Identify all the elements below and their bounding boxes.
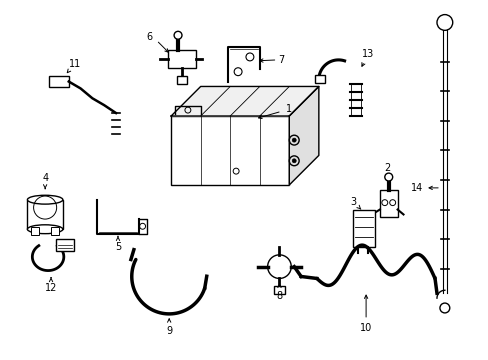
- Text: 9: 9: [166, 326, 172, 336]
- Polygon shape: [289, 86, 318, 185]
- Bar: [31, 227, 39, 235]
- Bar: [350, 108, 361, 116]
- Text: 10: 10: [359, 323, 371, 333]
- Text: 13: 13: [361, 49, 373, 59]
- Polygon shape: [171, 86, 318, 116]
- Circle shape: [292, 159, 296, 163]
- Bar: [352, 210, 374, 247]
- Bar: [350, 93, 361, 100]
- Text: 11: 11: [68, 59, 81, 69]
- Bar: [51, 227, 59, 235]
- Bar: [177, 76, 186, 84]
- Text: 5: 5: [115, 242, 121, 252]
- Text: 7: 7: [278, 55, 284, 65]
- Ellipse shape: [27, 195, 63, 204]
- Circle shape: [384, 173, 392, 181]
- Ellipse shape: [27, 225, 63, 234]
- Bar: [56, 239, 74, 251]
- Bar: [168, 50, 195, 68]
- Bar: [350, 85, 361, 93]
- Text: 12: 12: [45, 283, 57, 293]
- Circle shape: [439, 303, 449, 313]
- Bar: [350, 100, 361, 108]
- Bar: [27, 200, 63, 229]
- Circle shape: [267, 255, 291, 278]
- Text: 6: 6: [146, 32, 152, 42]
- Text: 2: 2: [384, 163, 390, 173]
- Bar: [49, 76, 69, 87]
- Circle shape: [292, 138, 296, 142]
- Circle shape: [174, 31, 182, 39]
- Text: 8: 8: [276, 291, 282, 301]
- Bar: [273, 286, 285, 294]
- Bar: [379, 190, 397, 217]
- Text: 1: 1: [285, 104, 292, 114]
- Text: 14: 14: [410, 183, 423, 193]
- Bar: [314, 75, 324, 82]
- Bar: [171, 116, 289, 185]
- Text: 3: 3: [349, 197, 356, 207]
- Text: 4: 4: [42, 173, 48, 183]
- Circle shape: [436, 15, 452, 30]
